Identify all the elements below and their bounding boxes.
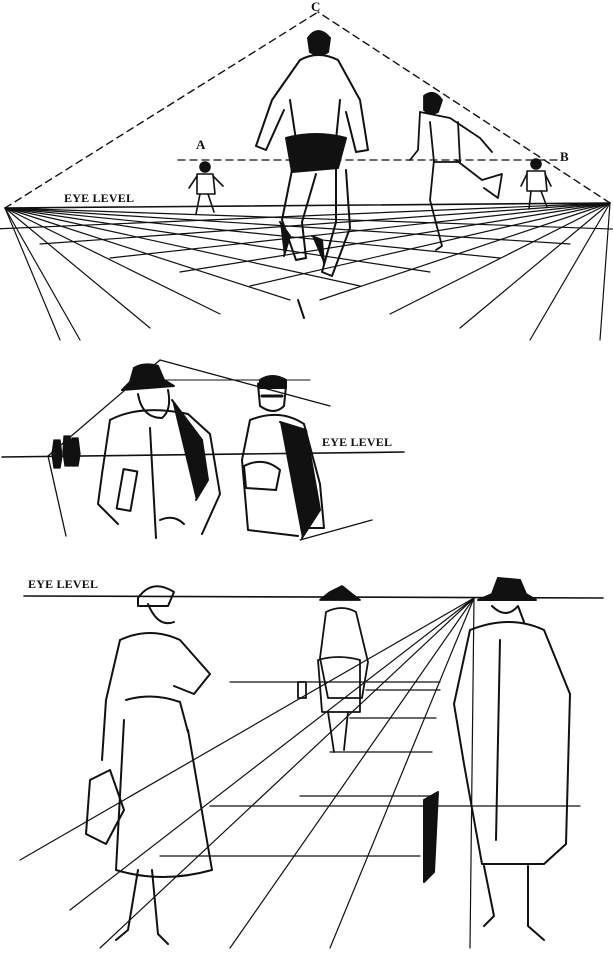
eye-level-label-bottom: EYE LEVEL: [28, 577, 99, 591]
man-with-hat: [97, 363, 221, 539]
floor-line-right: [459, 202, 611, 329]
floor-line-left: [4, 207, 81, 341]
floor-line-left: [4, 207, 361, 287]
floor-line-right: [389, 202, 611, 315]
woman-foreground: [85, 585, 213, 945]
figure-running-right: [409, 91, 503, 251]
point-c-label: C: [311, 0, 321, 14]
floor-line-left: [4, 207, 501, 259]
floor-line-right: [529, 202, 611, 341]
man-walking-away: [423, 577, 571, 941]
floor-ray: [69, 597, 475, 911]
bottom-panel-drawing: [19, 577, 604, 949]
point-b-label: B: [560, 149, 569, 164]
floor-line-right: [109, 202, 611, 259]
distant-figures: [51, 435, 81, 469]
floor-line-left: [4, 207, 613, 230]
woman-walking-away: [297, 585, 369, 753]
eye-level-label-top: EYE LEVEL: [64, 191, 135, 205]
floor-line-left: [4, 207, 221, 315]
middle-panel-drawing: [1, 359, 405, 541]
top-panel-drawing: [0, 11, 613, 341]
floor-line-right: [179, 202, 611, 273]
floor-line-right: [599, 202, 611, 341]
floor-ray: [99, 597, 475, 949]
floor-ray: [19, 597, 475, 861]
figure-c-large-walker: [255, 30, 369, 319]
man-with-glasses: [241, 375, 325, 539]
floor-line-right: [249, 202, 611, 287]
floor-line-right: [319, 202, 611, 301]
floor-line-right: [39, 202, 611, 245]
figure-a-small-runner: [188, 161, 224, 215]
point-a-label: A: [196, 137, 206, 152]
floor-ray: [229, 597, 475, 949]
floor-line-right: [0, 202, 611, 230]
floor-ray: [469, 597, 475, 949]
floor-ray: [329, 597, 475, 949]
eye-level-label-middle: EYE LEVEL: [322, 435, 393, 449]
figure-b-small-runner: [520, 158, 552, 210]
floor-line-left: [4, 207, 61, 341]
